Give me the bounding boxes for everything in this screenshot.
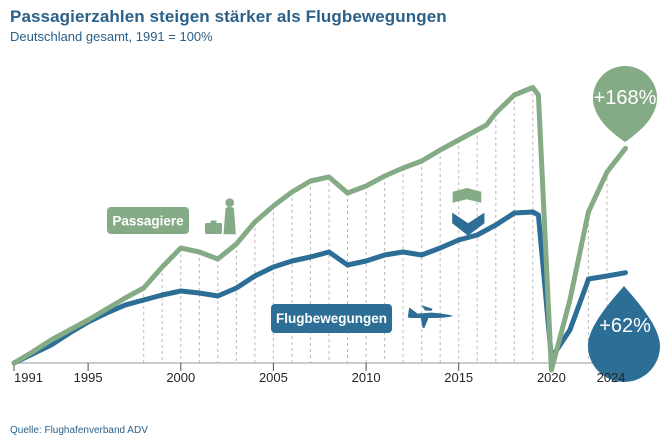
svg-text:Passagiere: Passagiere [112,214,184,229]
svg-text:2020: 2020 [537,370,566,385]
svg-text:+168%: +168% [594,87,657,109]
svg-text:1991: 1991 [14,370,43,385]
svg-text:1995: 1995 [74,370,103,385]
svg-text:2010: 2010 [352,370,381,385]
svg-text:2024: 2024 [597,370,626,385]
svg-text:2000: 2000 [166,370,195,385]
svg-text:Flugbewegungen: Flugbewegungen [276,311,387,326]
svg-text:2005: 2005 [259,370,288,385]
svg-text:+62%: +62% [599,315,651,337]
svg-text:2015: 2015 [444,370,473,385]
